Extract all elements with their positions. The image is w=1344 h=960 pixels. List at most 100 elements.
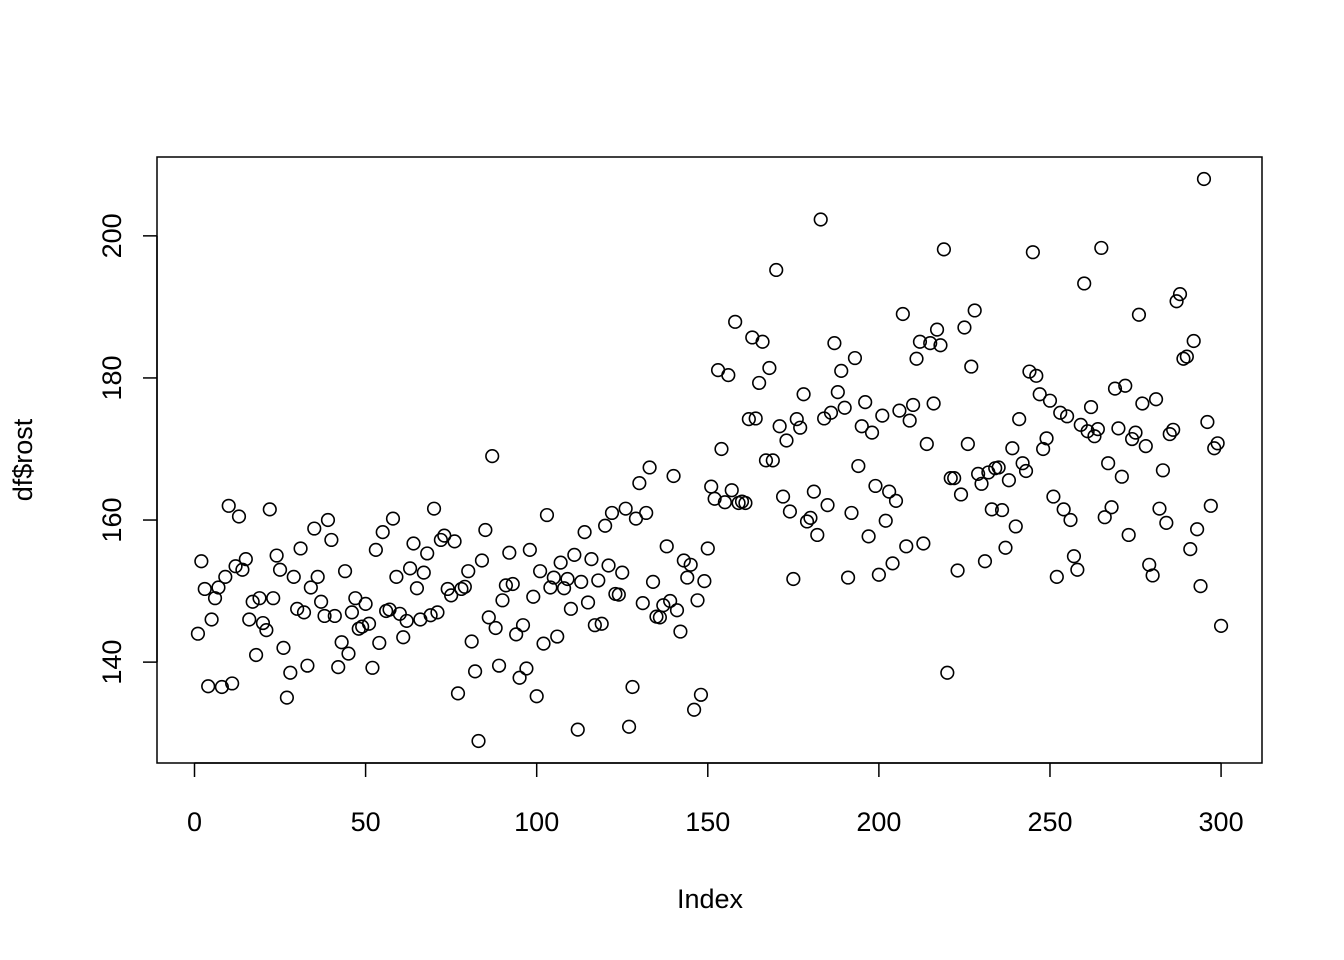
point [409, 581, 425, 596]
point [1083, 399, 1099, 415]
point [909, 351, 924, 366]
point [1200, 414, 1215, 430]
point [967, 303, 982, 318]
point [1193, 579, 1208, 594]
point [255, 615, 271, 631]
point [625, 679, 640, 695]
point [406, 536, 421, 551]
point [1155, 463, 1171, 478]
point [502, 545, 517, 560]
point [533, 564, 548, 579]
point [762, 360, 777, 376]
point [283, 665, 298, 680]
point [1135, 396, 1150, 411]
point [1145, 568, 1160, 583]
point [690, 593, 705, 608]
point [279, 690, 294, 705]
point [214, 679, 229, 695]
point [810, 527, 825, 543]
point [570, 722, 585, 737]
point [344, 605, 360, 620]
point [245, 594, 260, 609]
point [1186, 333, 1201, 349]
y-tick-label: 160 [97, 498, 127, 543]
point [758, 453, 774, 468]
point [906, 397, 921, 413]
point [864, 425, 880, 440]
point [1097, 510, 1112, 525]
point [971, 466, 986, 481]
point [242, 612, 257, 627]
x-tick-label: 100 [514, 807, 559, 837]
point [645, 574, 661, 589]
point [823, 405, 839, 420]
point [361, 616, 377, 631]
point [447, 534, 462, 549]
point [943, 471, 958, 486]
point [444, 588, 459, 603]
point [1039, 431, 1054, 446]
point [947, 471, 962, 486]
point [1015, 456, 1030, 471]
point [478, 522, 493, 538]
point [1172, 287, 1188, 302]
point [461, 564, 476, 579]
point [512, 670, 527, 685]
point [488, 620, 503, 636]
point [717, 495, 732, 510]
point [882, 484, 897, 499]
point [498, 578, 513, 593]
point [1118, 378, 1133, 393]
point [964, 359, 979, 374]
point [1094, 240, 1109, 256]
point [752, 375, 767, 391]
point [840, 570, 856, 585]
point [420, 546, 435, 561]
point [594, 616, 609, 631]
x-tick-label: 150 [685, 807, 730, 837]
point [307, 521, 322, 536]
point [618, 501, 633, 516]
y-tick-label: 180 [97, 355, 127, 400]
point [1114, 469, 1129, 484]
point [912, 334, 928, 349]
point [604, 505, 620, 521]
point [1176, 351, 1191, 366]
point [231, 509, 247, 524]
point [358, 596, 373, 611]
point [929, 322, 945, 337]
point [621, 719, 637, 734]
point [262, 502, 277, 517]
point [290, 601, 305, 616]
point [1148, 392, 1164, 407]
point [885, 556, 900, 571]
point [687, 702, 702, 717]
point [563, 601, 579, 616]
point [574, 574, 589, 589]
point [656, 598, 671, 613]
point [851, 458, 866, 474]
point [515, 618, 531, 633]
point [1162, 426, 1177, 442]
point [587, 618, 602, 633]
point [601, 558, 616, 573]
x-tick-label: 200 [856, 807, 901, 837]
point [936, 242, 952, 257]
point [331, 659, 346, 675]
x-tick-label: 300 [1199, 807, 1244, 837]
point [659, 539, 674, 554]
point [252, 591, 267, 606]
point [1018, 463, 1034, 479]
point [875, 408, 890, 423]
point [197, 581, 212, 597]
point [314, 594, 329, 609]
point [190, 626, 206, 641]
point [933, 338, 948, 353]
point [433, 532, 448, 548]
point [1104, 500, 1119, 515]
point [813, 212, 828, 227]
point [1138, 439, 1153, 454]
point [1032, 387, 1047, 402]
point [598, 518, 613, 533]
point [396, 630, 411, 645]
